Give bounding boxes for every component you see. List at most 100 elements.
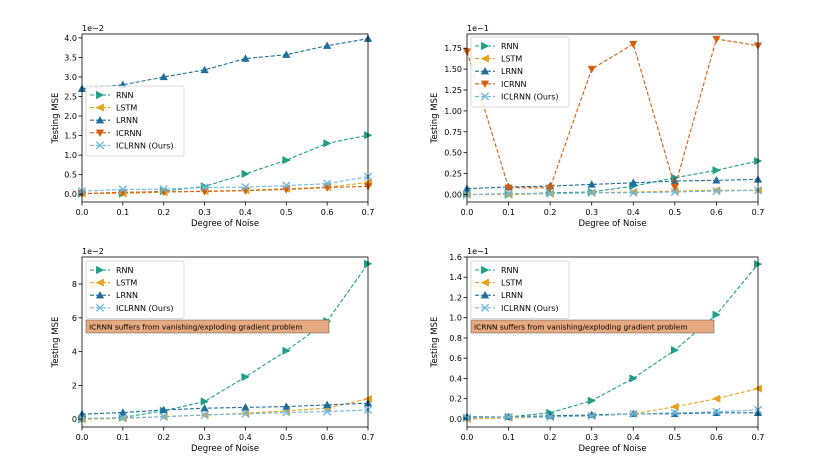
y-tick-label: 1.4 bbox=[449, 273, 462, 282]
y-tick-label: 1.25 bbox=[444, 86, 462, 95]
y-tick-label: 0.0 bbox=[64, 190, 77, 199]
x-tick-label: 0.1 bbox=[116, 433, 129, 442]
x-tick-label: 0.0 bbox=[76, 433, 89, 442]
legend-label: LSTM bbox=[501, 55, 522, 64]
data-point bbox=[587, 188, 596, 197]
data-point bbox=[629, 178, 638, 186]
y-tick-label: 0.50 bbox=[444, 149, 462, 158]
data-point bbox=[118, 185, 127, 194]
y-tick-label: 0 bbox=[72, 415, 77, 424]
axis-scale-label: 1e−2 bbox=[82, 24, 104, 33]
data-point bbox=[504, 412, 513, 421]
legend-marker bbox=[481, 265, 490, 275]
chart-panel-3: 0.0 0.1 0.2 0.3 0.4 0.5 0.6 0.7 0 2 4 6 8 Degree of N… bbox=[51, 247, 374, 454]
legend-label: LRNN bbox=[116, 116, 138, 125]
axes-frame bbox=[81, 256, 369, 428]
x-tick-label: 0.2 bbox=[544, 208, 557, 217]
legend-label: LSTM bbox=[116, 279, 137, 288]
data-point bbox=[282, 346, 291, 355]
annotation-text: ICRNN suffers from vanishing/exploding g… bbox=[474, 323, 688, 332]
y-axis-label: Testing MSE bbox=[51, 93, 61, 145]
x-tick-label: 0.5 bbox=[668, 208, 681, 217]
x-tick-label: 0.2 bbox=[157, 433, 170, 442]
legend-item: ICLRNN (Ours) bbox=[475, 92, 559, 101]
y-tick-label: 1.0 bbox=[64, 151, 77, 160]
data-point bbox=[587, 396, 596, 405]
series-lrnn bbox=[77, 34, 373, 92]
data-point bbox=[587, 65, 596, 74]
legend-item: LSTM bbox=[90, 278, 137, 288]
chart-panel-4: 0.0 0.1 0.2 0.3 0.4 0.5 0.6 0.7 0.0 0.2 0.4 0.6 0.8 1… bbox=[430, 247, 764, 454]
data-point bbox=[670, 408, 679, 417]
legend-marker bbox=[480, 92, 490, 101]
data-point bbox=[670, 346, 680, 355]
x-tick-label: 0.7 bbox=[752, 208, 765, 217]
series-line bbox=[81, 38, 369, 90]
annotation-background bbox=[470, 319, 715, 334]
x-tick-label: 0.3 bbox=[198, 208, 211, 217]
annotation-box: ICRNN suffers from vanishing/exploding g… bbox=[85, 319, 330, 334]
annotation-text: ICRNN suffers from vanishing/exploding g… bbox=[89, 323, 303, 332]
data-point bbox=[323, 139, 332, 148]
data-point bbox=[323, 400, 332, 409]
data-point bbox=[118, 413, 127, 422]
legend-item: LRNN bbox=[475, 66, 523, 76]
legend-label: LRNN bbox=[501, 291, 523, 300]
annotation-box: ICRNN suffers from vanishing/exploding g… bbox=[470, 319, 715, 334]
series-line bbox=[466, 178, 759, 190]
x-tick-label: 0.6 bbox=[321, 208, 334, 217]
data-point bbox=[200, 404, 209, 412]
legend: RNN LSTM LRNN ICRNN ICLRNN (Ours) bbox=[85, 85, 185, 157]
legend-item: LSTM bbox=[475, 54, 522, 64]
data-point bbox=[200, 183, 209, 192]
legend: RNN LSTM LRNN ICLRNN (Ours) bbox=[470, 260, 570, 319]
legend-marker bbox=[480, 290, 490, 299]
data-point bbox=[629, 374, 638, 383]
data-point bbox=[670, 183, 679, 192]
series-iclrnn-ours bbox=[462, 186, 763, 199]
legend-marker bbox=[480, 54, 489, 63]
legend-label: LSTM bbox=[501, 279, 522, 288]
data-point bbox=[323, 179, 332, 188]
y-tick-label: 1.5 bbox=[64, 132, 77, 141]
y-tick-label: 0.5 bbox=[64, 171, 77, 180]
data-point bbox=[712, 35, 721, 44]
chart-panel-2: 0.0 0.1 0.2 0.3 0.4 0.5 0.6 0.7 0.00 0.25 0.50 0.75… bbox=[430, 24, 764, 229]
y-tick-label: 1.6 bbox=[449, 253, 462, 262]
legend-label: ICLRNN (Ours) bbox=[501, 304, 559, 313]
x-tick-label: 0.1 bbox=[502, 208, 515, 217]
x-axis-label: Degree of Noise bbox=[578, 444, 646, 454]
data-point bbox=[504, 184, 513, 193]
legend-item: RNN bbox=[475, 265, 519, 275]
legend-marker bbox=[95, 303, 105, 312]
x-tick-label: 0.3 bbox=[198, 433, 211, 442]
series-line bbox=[466, 189, 759, 196]
legend-marker bbox=[480, 303, 490, 312]
y-tick-label: 0.8 bbox=[449, 334, 462, 343]
data-point bbox=[282, 181, 291, 190]
legend-item: LRNN bbox=[90, 290, 138, 300]
data-point bbox=[241, 183, 250, 192]
legend-label: LSTM bbox=[116, 104, 137, 113]
annotation-background bbox=[85, 319, 330, 334]
x-tick-label: 0.0 bbox=[76, 208, 89, 217]
legend-item: ICLRNN (Ours) bbox=[90, 141, 174, 150]
legend-marker bbox=[480, 278, 489, 287]
y-tick-label: 4.0 bbox=[64, 34, 77, 43]
legend-label: LRNN bbox=[501, 67, 523, 76]
legend-label: ICRNN bbox=[116, 129, 141, 138]
legend-item: LRNN bbox=[475, 290, 523, 300]
x-tick-label: 0.1 bbox=[502, 433, 515, 442]
legend-label: LRNN bbox=[116, 291, 138, 300]
axis-scale-label: 1e−2 bbox=[82, 247, 104, 256]
y-tick-label: 1.50 bbox=[444, 65, 462, 74]
data-point bbox=[546, 184, 555, 193]
y-tick-label: 0.0 bbox=[449, 415, 462, 424]
x-tick-label: 0.4 bbox=[239, 433, 252, 442]
y-tick-label: 1.0 bbox=[449, 314, 462, 323]
data-point bbox=[282, 402, 291, 410]
legend-frame bbox=[85, 85, 185, 157]
data-point bbox=[159, 412, 168, 421]
data-point bbox=[323, 407, 332, 416]
